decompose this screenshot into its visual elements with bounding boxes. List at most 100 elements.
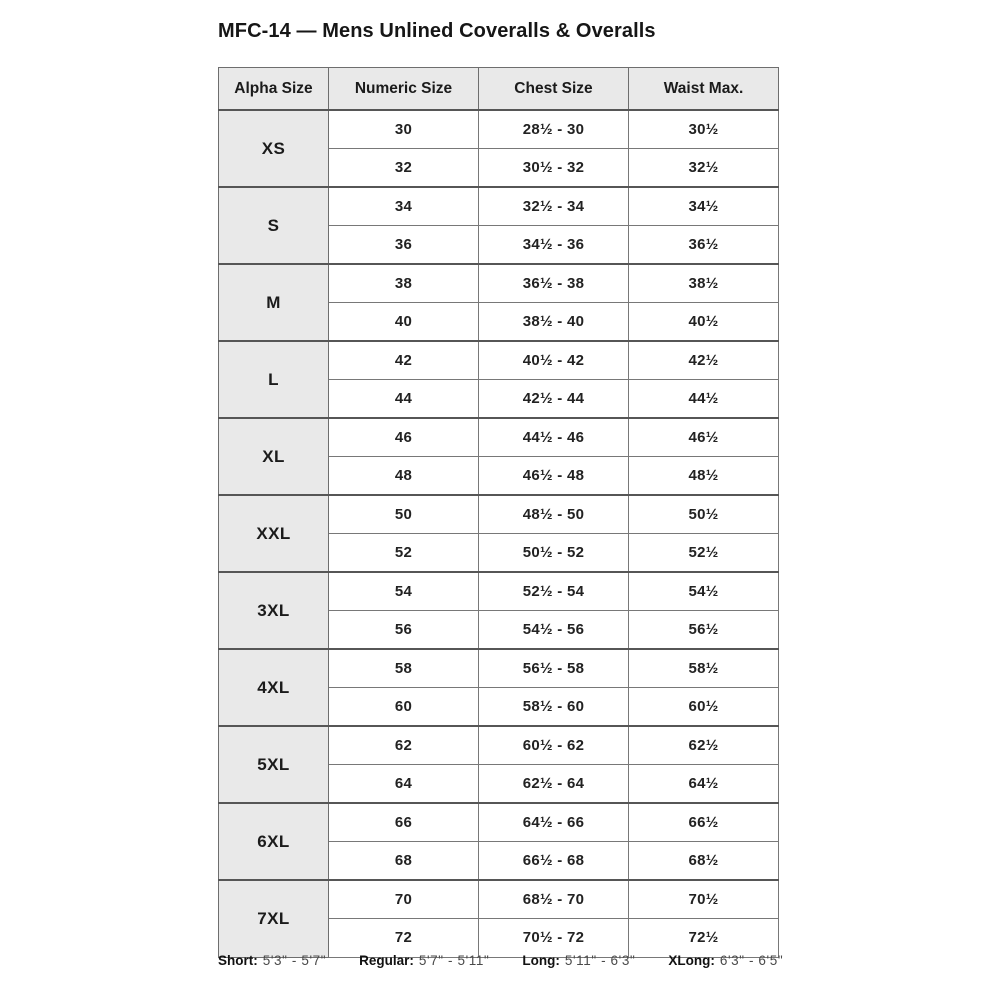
numeric-size-cell: 50 (328, 494, 479, 534)
chest-size-cell: 50½ - 52 (478, 533, 629, 573)
chest-size-cell: 44½ - 46 (478, 417, 629, 457)
alpha-size-cell: S (218, 186, 329, 265)
column-header-alpha-size: Alpha Size (218, 67, 329, 111)
column-header-chest-size: Chest Size (478, 67, 629, 111)
table-row: 40 38½ - 40 40½ (219, 302, 779, 342)
table-row: XL 46 44½ - 46 46½ (218, 417, 779, 496)
numeric-size-cell: 44 (328, 379, 479, 419)
waist-max-cell: 68½ (628, 841, 779, 881)
table-header: Alpha Size Numeric Size Chest Size Waist… (218, 67, 779, 111)
numeric-size-cell: 54 (328, 571, 479, 611)
chest-size-cell: 48½ - 50 (478, 494, 629, 534)
numeric-size-cell: 52 (328, 533, 479, 573)
waist-max-cell: 40½ (628, 302, 779, 342)
numeric-size-cell: 68 (328, 841, 479, 881)
numeric-size-cell: 46 (328, 417, 479, 457)
chest-size-cell: 60½ - 62 (478, 725, 629, 765)
chest-size-cell: 34½ - 36 (478, 225, 629, 265)
alpha-size-cell: 5XL (218, 725, 329, 804)
chest-size-cell: 52½ - 54 (478, 571, 629, 611)
height-key-item: Short: 5'3" - 5'7" (218, 953, 326, 968)
waist-max-cell: 38½ (628, 263, 779, 303)
waist-max-cell: 48½ (628, 456, 779, 496)
waist-max-cell: 66½ (628, 802, 779, 842)
numeric-size-cell: 56 (328, 610, 479, 650)
table-row: 4XL 58 56½ - 58 58½ (218, 648, 779, 727)
numeric-size-cell: 42 (328, 340, 479, 380)
height-key-value: 5'3" - 5'7" (262, 953, 327, 968)
height-key-item: XLong: 6'3" - 6'5" (668, 953, 783, 968)
chest-size-cell: 70½ - 72 (478, 918, 629, 958)
table-row: XS 30 28½ - 30 30½ (218, 109, 779, 188)
alpha-size-cell: 7XL (218, 879, 329, 958)
height-key-item: Regular: 5'7" - 5'11" (359, 953, 489, 968)
numeric-size-cell: 58 (328, 648, 479, 688)
table-body: XS 30 28½ - 30 30½ 32 30½ - 32 32½ S 34 32½ - 34 3… (218, 109, 779, 958)
alpha-size-cell: 4XL (218, 648, 329, 727)
numeric-size-cell: 40 (328, 302, 479, 342)
chest-size-cell: 68½ - 70 (478, 879, 629, 919)
table-row: 72 70½ - 72 72½ (219, 918, 779, 958)
table-row: 64 62½ - 64 64½ (219, 764, 779, 804)
waist-max-cell: 30½ (628, 109, 779, 149)
header-row: Alpha Size Numeric Size Chest Size Waist… (218, 67, 779, 111)
numeric-size-cell: 32 (328, 148, 479, 188)
table-row: 56 54½ - 56 56½ (219, 610, 779, 650)
table-row: 60 58½ - 60 60½ (219, 687, 779, 727)
table-row: 44 42½ - 44 44½ (219, 379, 779, 419)
waist-max-cell: 54½ (628, 571, 779, 611)
waist-max-cell: 60½ (628, 687, 779, 727)
chest-size-cell: 36½ - 38 (478, 263, 629, 303)
table-row: 6XL 66 64½ - 66 66½ (218, 802, 779, 881)
table-row: 36 34½ - 36 36½ (219, 225, 779, 265)
chest-size-cell: 66½ - 68 (478, 841, 629, 881)
chest-size-cell: 40½ - 42 (478, 340, 629, 380)
table-row: 32 30½ - 32 32½ (219, 148, 779, 188)
page-title: MFC-14 — Mens Unlined Coveralls & Overal… (218, 20, 656, 42)
waist-max-cell: 72½ (628, 918, 779, 958)
numeric-size-cell: 30 (328, 109, 479, 149)
waist-max-cell: 70½ (628, 879, 779, 919)
numeric-size-cell: 60 (328, 687, 479, 727)
waist-max-cell: 42½ (628, 340, 779, 380)
chest-size-cell: 32½ - 34 (478, 186, 629, 226)
waist-max-cell: 44½ (628, 379, 779, 419)
height-key-label: Short: (218, 953, 258, 968)
waist-max-cell: 58½ (628, 648, 779, 688)
chest-size-cell: 64½ - 66 (478, 802, 629, 842)
chest-size-cell: 54½ - 56 (478, 610, 629, 650)
alpha-size-cell: XXL (218, 494, 329, 573)
chest-size-cell: 30½ - 32 (478, 148, 629, 188)
alpha-size-cell: XS (218, 109, 329, 188)
column-header-numeric-size: Numeric Size (328, 67, 479, 111)
chest-size-cell: 62½ - 64 (478, 764, 629, 804)
alpha-size-cell: M (218, 263, 329, 342)
table-row: 5XL 62 60½ - 62 62½ (218, 725, 779, 804)
alpha-size-cell: 6XL (218, 802, 329, 881)
numeric-size-cell: 70 (328, 879, 479, 919)
height-key-value: 5'7" - 5'11" (418, 953, 490, 968)
column-header-waist-max: Waist Max. (628, 67, 779, 111)
height-key-label: Long: (522, 953, 560, 968)
table-row: 7XL 70 68½ - 70 70½ (218, 879, 779, 958)
size-chart-table: Alpha Size Numeric Size Chest Size Waist… (218, 67, 779, 958)
numeric-size-cell: 66 (328, 802, 479, 842)
alpha-size-cell: 3XL (218, 571, 329, 650)
height-key-value: 6'3" - 6'5" (719, 953, 784, 968)
waist-max-cell: 46½ (628, 417, 779, 457)
waist-max-cell: 50½ (628, 494, 779, 534)
numeric-size-cell: 64 (328, 764, 479, 804)
chest-size-cell: 56½ - 58 (478, 648, 629, 688)
numeric-size-cell: 36 (328, 225, 479, 265)
alpha-size-cell: L (218, 340, 329, 419)
chest-size-cell: 46½ - 48 (478, 456, 629, 496)
chest-size-cell: 28½ - 30 (478, 109, 629, 149)
waist-max-cell: 52½ (628, 533, 779, 573)
waist-max-cell: 56½ (628, 610, 779, 650)
chest-size-cell: 58½ - 60 (478, 687, 629, 727)
height-key-value: 5'11" - 6'3" (564, 953, 636, 968)
table-row: L 42 40½ - 42 42½ (218, 340, 779, 419)
table-row: M 38 36½ - 38 38½ (218, 263, 779, 342)
table-row: 48 46½ - 48 48½ (219, 456, 779, 496)
